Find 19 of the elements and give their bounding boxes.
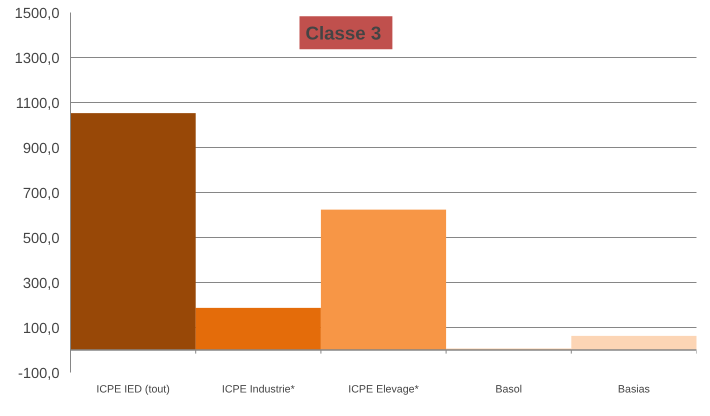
y-tick-label: -100,0: [18, 366, 60, 382]
x-tick-label: ICPE IED (tout): [96, 384, 170, 396]
x-tick-label: Basias: [618, 384, 650, 396]
bar: [571, 336, 696, 350]
y-tick-label: 300,0: [22, 276, 60, 292]
bar: [320, 210, 446, 350]
y-tick-label: 100,0: [22, 321, 60, 337]
y-tick-label: 1500,0: [14, 6, 60, 22]
bar: [70, 113, 196, 350]
y-tick-label: 700,0: [22, 186, 60, 202]
y-tick-label: 1300,0: [14, 51, 60, 67]
y-tick-label: 900,0: [22, 141, 60, 157]
x-tick-label: ICPE Industrie*: [222, 384, 295, 396]
text: Classe 3: [305, 22, 382, 44]
y-tick-label: 500,0: [22, 231, 60, 247]
x-tick-label: Basol: [495, 384, 522, 396]
y-tick-label: 1100,0: [16, 96, 60, 112]
bar: [196, 308, 321, 350]
x-tick-label: ICPE Elevage*: [348, 384, 419, 396]
